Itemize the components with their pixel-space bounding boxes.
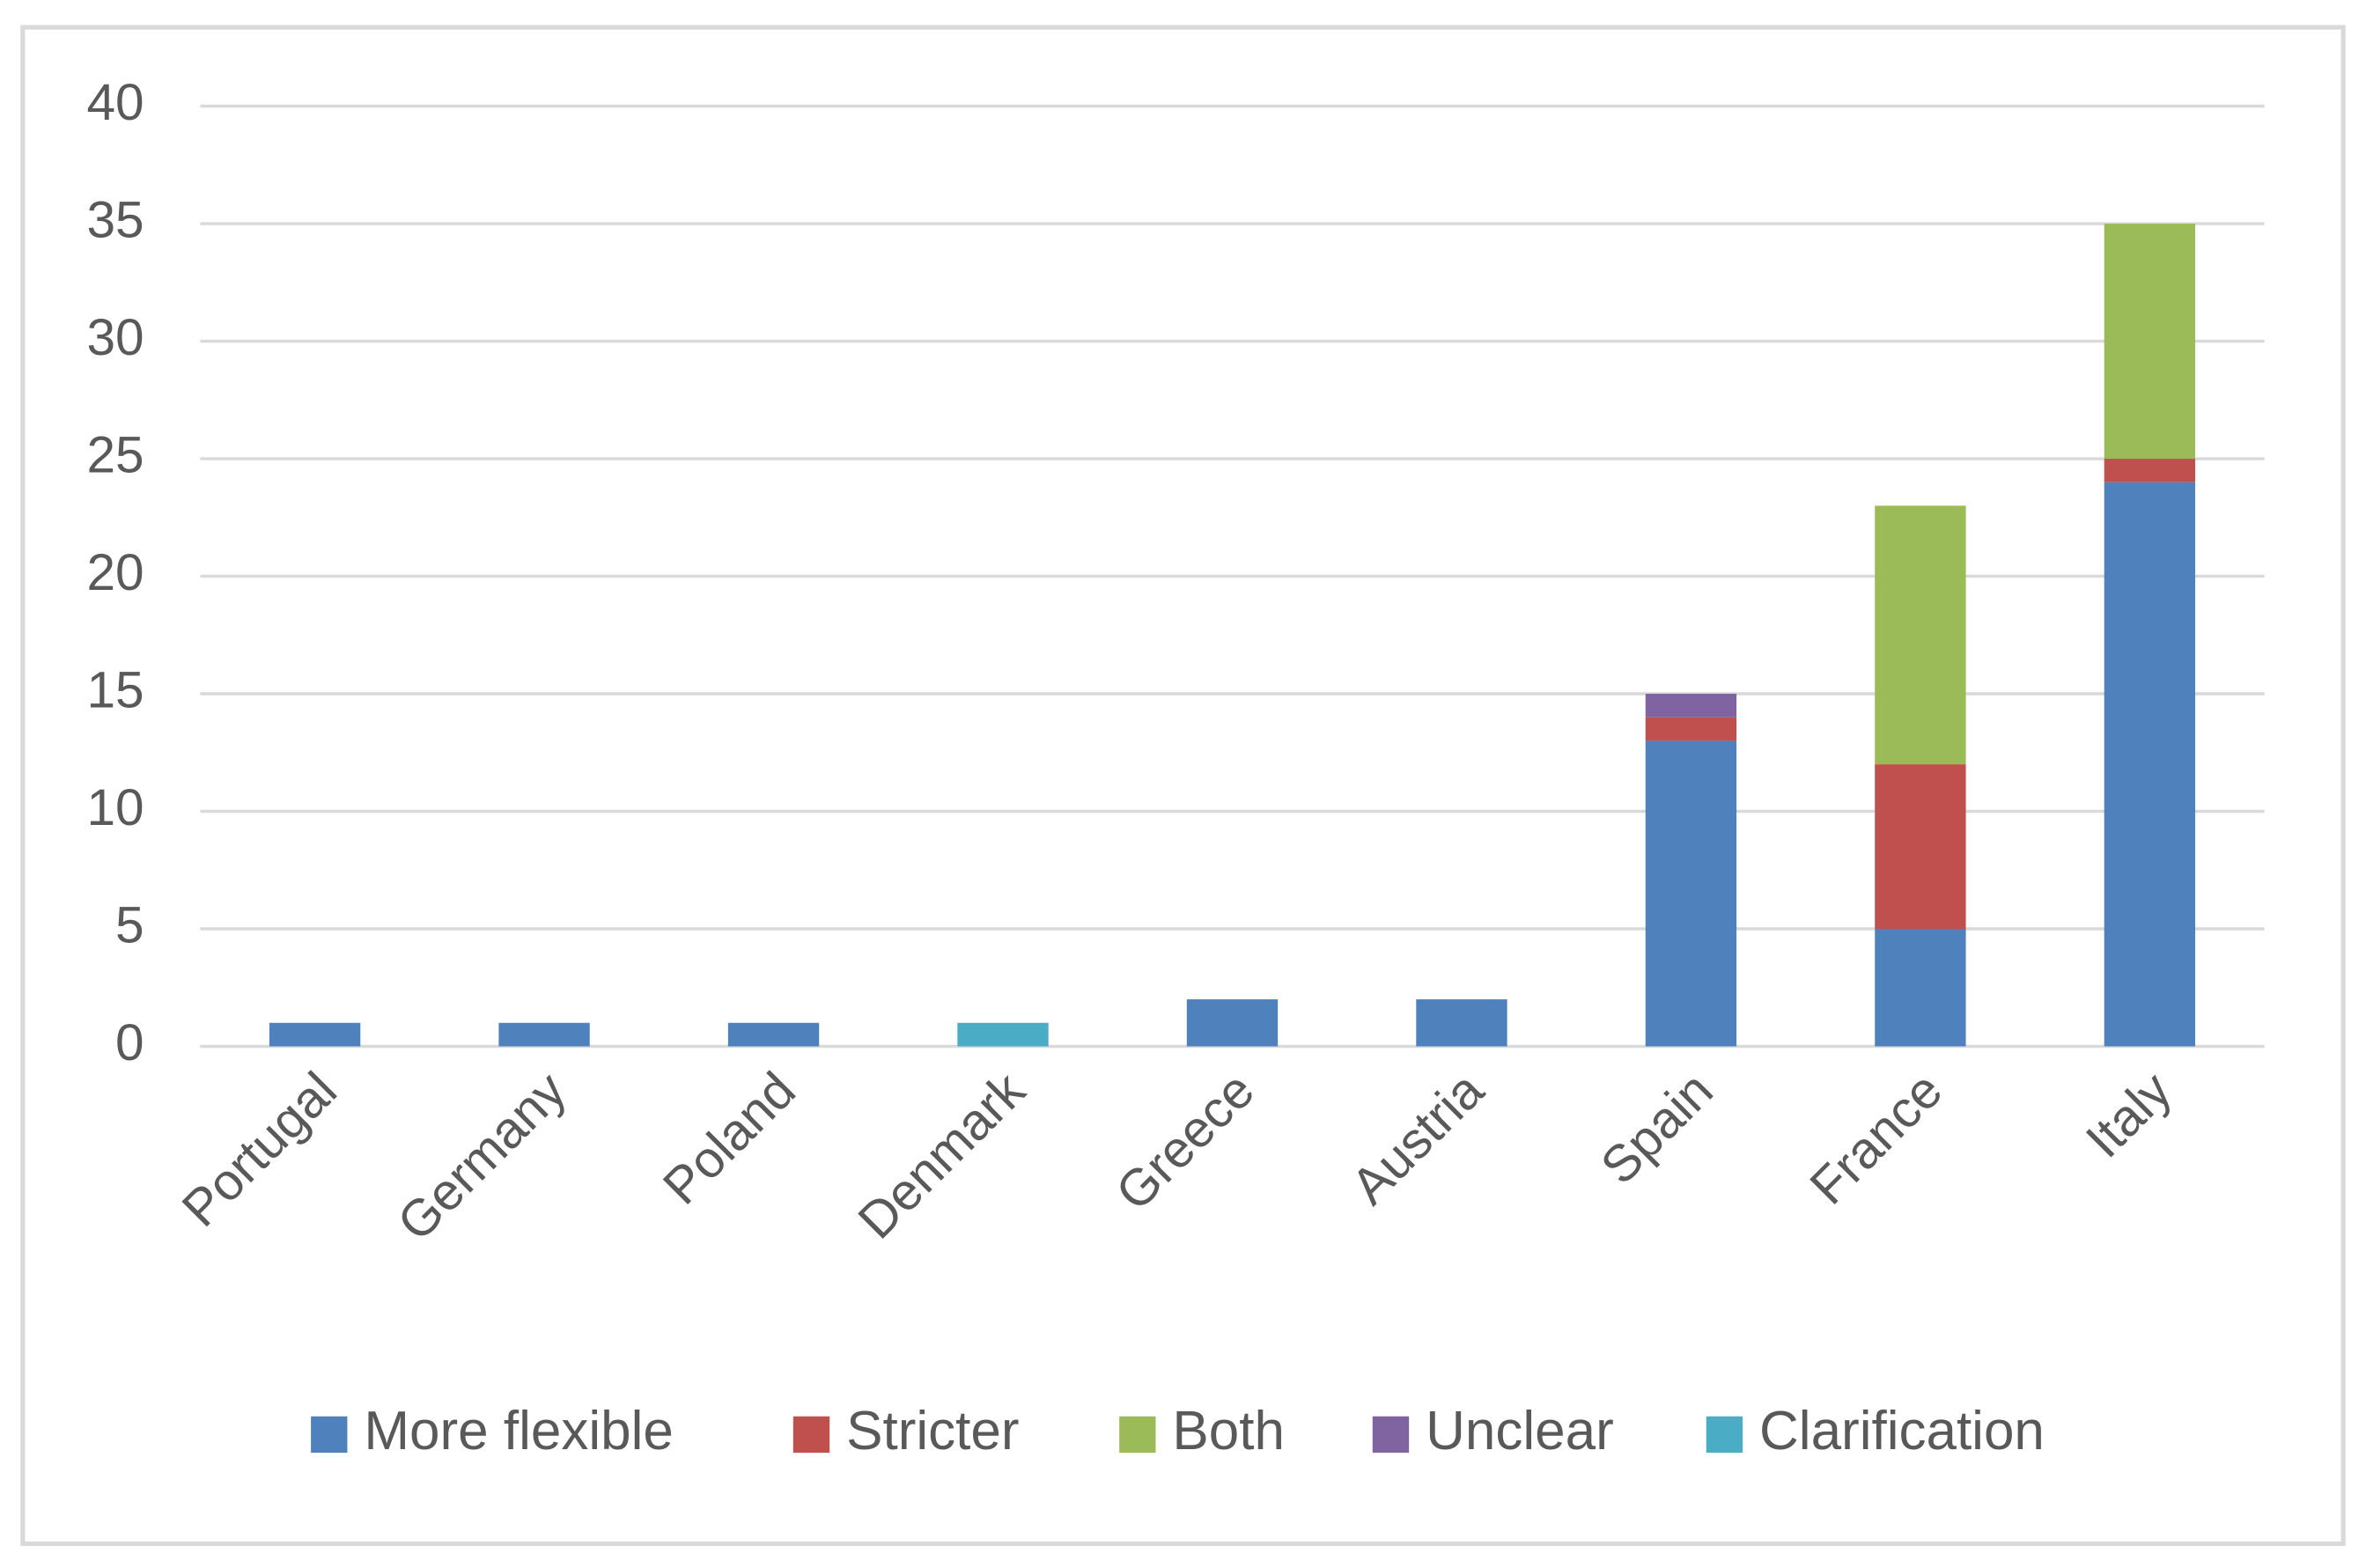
y-tick-label: 10	[87, 779, 144, 836]
legend-label: Unclear	[1426, 1401, 1614, 1461]
legend-swatch	[1372, 1416, 1410, 1454]
y-tick-label: 0	[115, 1014, 144, 1071]
legend-label: Clarification	[1759, 1401, 2045, 1461]
y-tick-label: 5	[115, 896, 144, 953]
legend-label: More flexible	[364, 1401, 673, 1461]
bar-segment	[2104, 482, 2196, 1047]
bar-segment	[1875, 764, 1966, 929]
legend-swatch	[792, 1416, 830, 1454]
bar-segment	[727, 1022, 820, 1047]
legend-swatch	[1706, 1416, 1743, 1454]
bar-segment	[1645, 717, 1737, 741]
bar-segment	[1416, 999, 1507, 1047]
bar-segment	[1186, 999, 1279, 1047]
y-tick-label: 35	[87, 192, 144, 249]
bar-segment	[2104, 459, 2196, 482]
legend-label: Both	[1172, 1401, 1285, 1461]
chart-frame	[20, 25, 2346, 1547]
legend-swatch	[311, 1416, 348, 1454]
bar-segment	[269, 1022, 361, 1047]
y-tick-label: 15	[87, 661, 144, 718]
legend-swatch	[1119, 1416, 1156, 1454]
bar-segment	[1875, 928, 1966, 1047]
legend-label: Stricter	[846, 1401, 1019, 1461]
bar-segment	[1875, 505, 1966, 765]
bar-segment	[2104, 224, 2196, 460]
bar-segment	[957, 1022, 1049, 1047]
y-tick-label: 20	[87, 544, 144, 601]
bar-segment	[1645, 740, 1737, 1047]
bar-segment	[1645, 694, 1737, 718]
bar-segment	[498, 1022, 590, 1047]
y-tick-label: 25	[87, 427, 144, 484]
y-tick-label: 40	[87, 74, 144, 131]
y-tick-label: 30	[87, 309, 144, 366]
